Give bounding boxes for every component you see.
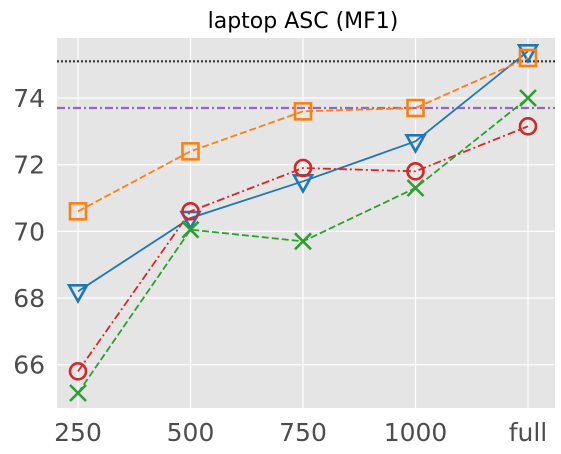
- reference-lines: [57, 60, 555, 110]
- data-point-marker: [293, 102, 313, 121]
- series-line: [77, 57, 529, 213]
- series-4: [69, 89, 537, 402]
- x-ticks: 250 500 750 1000 full: [54, 418, 547, 447]
- data-point-marker: [293, 158, 313, 178]
- x-tick-label: 500: [167, 418, 215, 447]
- data-point-marker: [181, 142, 200, 161]
- data-point-marker: [181, 220, 200, 239]
- x-tick-label: 1000: [384, 418, 448, 447]
- data-point-marker: [294, 232, 312, 251]
- series-line: [77, 50, 529, 293]
- data-point-marker: [406, 162, 425, 181]
- data-point-marker: [66, 284, 90, 304]
- x-tick-label: full: [509, 418, 548, 447]
- y-tick-label: 66: [13, 351, 45, 380]
- y-tick-label: 72: [13, 151, 45, 180]
- y-tick-label: 68: [13, 284, 45, 313]
- series-2: [68, 48, 538, 221]
- data-point-marker: [516, 44, 540, 64]
- data-point-marker: [519, 89, 537, 107]
- data-point-marker: [404, 134, 427, 154]
- data-point-marker: [406, 98, 425, 118]
- grid: [57, 38, 555, 408]
- data-point-marker: [406, 179, 425, 197]
- series-line: [77, 125, 529, 372]
- data-point-marker: [181, 202, 200, 221]
- data-point-marker: [518, 48, 538, 68]
- series-group: [66, 44, 540, 402]
- data-point-marker: [68, 362, 88, 381]
- x-tick-label: 750: [279, 418, 327, 447]
- series-3: [68, 117, 538, 381]
- data-point-marker: [69, 384, 87, 402]
- data-point-marker: [518, 117, 538, 136]
- x-tick-label: 250: [54, 418, 102, 447]
- y-tick-label: 74: [13, 84, 45, 113]
- plot-background: [57, 38, 555, 408]
- y-tick-label: 70: [13, 217, 45, 246]
- chart-title: laptop ASC (MF1): [208, 9, 399, 34]
- data-point-marker: [68, 202, 88, 221]
- y-ticks: 66 68 70 72 74: [13, 84, 45, 380]
